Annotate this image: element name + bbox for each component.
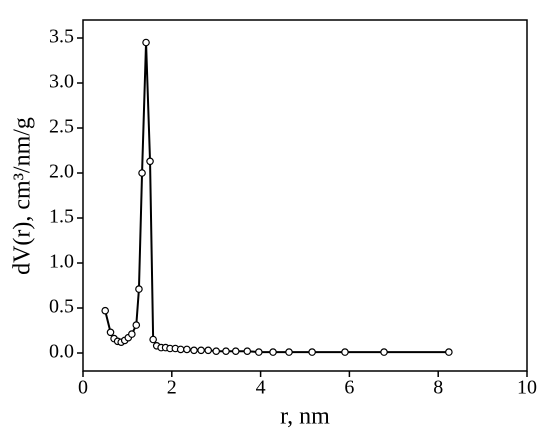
data-point	[197, 346, 205, 355]
data-point	[445, 348, 453, 356]
data-point	[106, 328, 115, 337]
data-point	[380, 348, 388, 356]
data-point	[142, 38, 150, 47]
data-point	[190, 346, 198, 355]
data-point	[341, 348, 349, 356]
x-tick-label: 8	[433, 377, 443, 399]
data-point	[222, 347, 230, 356]
data-point	[138, 169, 146, 177]
data-point	[132, 321, 141, 329]
plot-frame	[82, 19, 528, 372]
data-point	[149, 335, 157, 344]
data-point	[255, 348, 263, 356]
x-tick-label: 0	[78, 377, 88, 399]
data-point	[285, 348, 293, 356]
data-point	[128, 330, 136, 338]
x-axis-label: r, nm	[280, 404, 330, 430]
y-tick-label: 0.5	[49, 296, 74, 318]
y-tick-label: 0.0	[49, 341, 74, 363]
data-point	[231, 347, 240, 356]
series-line	[104, 42, 449, 354]
data-point	[101, 306, 110, 315]
x-tick-label: 10	[517, 377, 537, 399]
y-tick-label: 2.0	[49, 161, 74, 183]
x-tick-label: 6	[344, 377, 354, 399]
data-point	[176, 345, 185, 354]
y-tick-label: 2.5	[49, 116, 74, 138]
y-tick-label: 1.0	[49, 251, 74, 273]
data-point	[269, 348, 277, 356]
y-tick-label: 3.0	[49, 71, 74, 93]
data-point	[183, 345, 191, 354]
y-tick-label: 1.5	[49, 206, 74, 228]
y-axis-label: dV(r), cm³/nm/g	[10, 117, 36, 275]
data-point	[308, 348, 316, 356]
data-point	[204, 346, 213, 355]
data-point	[212, 347, 221, 356]
y-tick-label: 3.5	[49, 26, 74, 48]
data-point	[146, 157, 154, 166]
data-point	[135, 285, 143, 293]
data-point	[243, 347, 252, 356]
x-tick-label: 2	[167, 377, 177, 399]
x-tick-label: 4	[256, 377, 266, 399]
